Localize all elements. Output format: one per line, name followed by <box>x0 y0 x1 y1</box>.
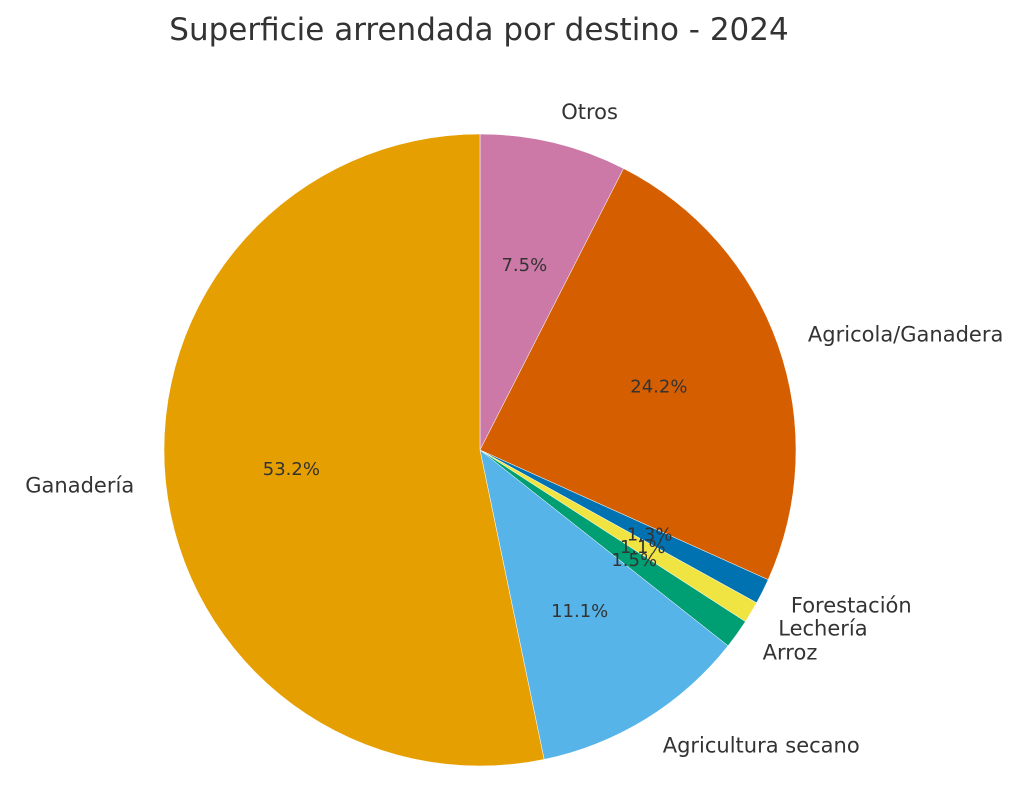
category-labels: Otros Agricola/Ganadera ForestaciónLecherí… <box>25 100 1003 758</box>
category-label: Ganadería <box>25 473 134 497</box>
pct-label: 7.5% <box>501 255 547 276</box>
pie-slice-ganader-a <box>163 133 545 767</box>
chart-title: Superficie arrendada por destino - 2024 <box>169 12 789 48</box>
pct-label: 1.5% <box>611 550 657 571</box>
category-label: Forestación <box>791 594 912 618</box>
pie-slice-agricola-ganadera <box>479 168 797 581</box>
category-label: Lechería <box>778 617 867 641</box>
category-label: Agricola/Ganadera <box>808 323 1003 347</box>
category-label: Agricultura secano <box>663 734 860 758</box>
pie-slice-otros <box>479 133 624 451</box>
pct-label: 1.1% <box>620 537 666 558</box>
category-label: Arroz <box>763 640 818 664</box>
category-label: Otros <box>561 100 618 124</box>
pct-label: 24.2% <box>630 377 687 398</box>
pct-label: 1.3% <box>627 524 673 545</box>
pie-slices <box>163 133 797 767</box>
pie-slice-agricultura-secano <box>479 449 729 760</box>
pct-label: 53.2% <box>263 459 320 480</box>
pct-label: 11.1% <box>551 601 608 622</box>
percentage-labels: 7.5% 24.2% 1.3%1.1%1.5% 11.1% 53.2% <box>263 255 688 622</box>
